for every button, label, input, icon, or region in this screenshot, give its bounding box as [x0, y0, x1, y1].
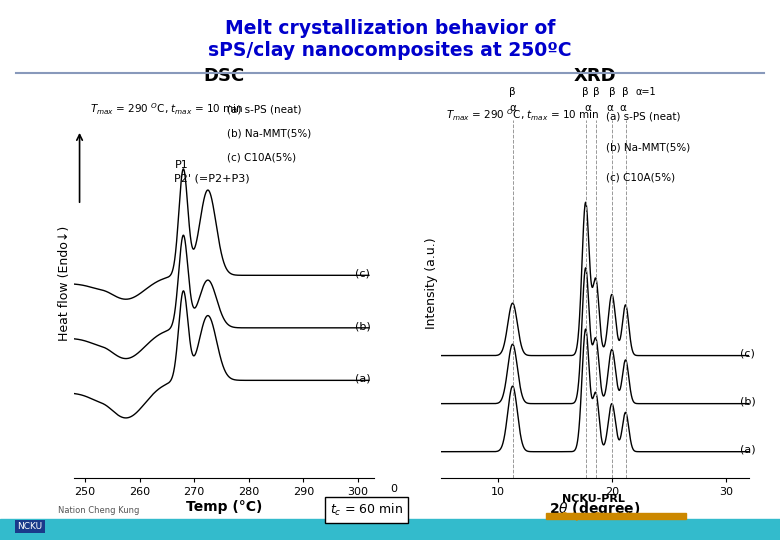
Text: (a) s-PS (neat): (a) s-PS (neat) [606, 112, 681, 122]
Text: (c): (c) [739, 349, 754, 359]
Text: (b) Na-MMT(5%): (b) Na-MMT(5%) [227, 129, 311, 139]
Text: α: α [584, 103, 591, 113]
Text: α: α [509, 103, 516, 113]
Text: (c): (c) [355, 269, 370, 279]
Text: $t_c$ = 60 min: $t_c$ = 60 min [330, 502, 403, 518]
Text: (b) Na-MMT(5%): (b) Na-MMT(5%) [606, 142, 690, 152]
Text: sPS/clay nanocomposites at 250ºC: sPS/clay nanocomposites at 250ºC [208, 40, 572, 59]
Text: α: α [620, 103, 626, 113]
Text: 0: 0 [391, 484, 397, 494]
Text: β: β [593, 87, 599, 97]
Y-axis label: Intensity (a.u.): Intensity (a.u.) [425, 238, 438, 329]
Text: α=1: α=1 [636, 87, 657, 97]
X-axis label: Temp (°C): Temp (°C) [186, 500, 262, 514]
Text: $T_{max}$ = 290 $^{O}$C, $t_{max}$ = 10 min: $T_{max}$ = 290 $^{O}$C, $t_{max}$ = 10 … [90, 101, 244, 117]
Text: Melt crystallization behavior of: Melt crystallization behavior of [225, 19, 555, 38]
Text: Polym. Res. Lab.: Polym. Res. Lab. [562, 512, 636, 521]
Text: P1: P1 [176, 159, 189, 170]
Text: NCKU: NCKU [17, 522, 42, 531]
X-axis label: 2$\theta$ (degree): 2$\theta$ (degree) [549, 500, 640, 518]
Text: β: β [622, 87, 629, 97]
Title: DSC: DSC [204, 67, 245, 85]
Text: (b): (b) [739, 397, 755, 407]
Title: XRD: XRD [573, 67, 616, 85]
Text: (a): (a) [739, 445, 755, 455]
Text: NCKU-PRL: NCKU-PRL [562, 495, 625, 504]
Text: $T_{max}$ = 290 $^{O}$C, $t_{max}$ = 10 min: $T_{max}$ = 290 $^{O}$C, $t_{max}$ = 10 … [446, 108, 600, 124]
Text: P2' (=P2+P3): P2' (=P2+P3) [174, 173, 250, 183]
Text: (a): (a) [355, 374, 371, 384]
Text: (b): (b) [355, 321, 371, 332]
Text: (a) s-PS (neat): (a) s-PS (neat) [227, 105, 302, 115]
Text: α: α [606, 103, 613, 113]
Text: (c) C10A(5%): (c) C10A(5%) [606, 173, 675, 183]
Y-axis label: Heat flow (Endo↓): Heat flow (Endo↓) [58, 226, 71, 341]
Text: β: β [583, 87, 589, 97]
Text: (c) C10A(5%): (c) C10A(5%) [227, 153, 296, 163]
Text: Nation Cheng Kung: Nation Cheng Kung [58, 506, 140, 515]
Text: β: β [509, 87, 516, 97]
Text: β: β [608, 87, 615, 97]
